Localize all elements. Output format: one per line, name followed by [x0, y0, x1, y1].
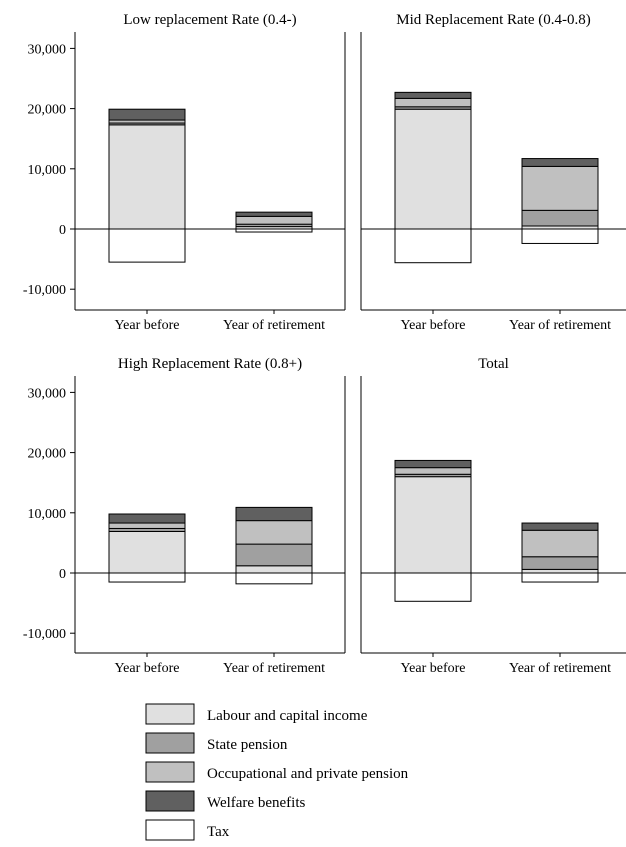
legend-label: Tax: [207, 824, 230, 840]
bar-segment-welfare: [235, 506, 313, 522]
legend-swatch: [145, 703, 195, 725]
y-tick-label: 0: [59, 223, 66, 238]
y-tick-label: 30,000: [28, 386, 67, 401]
legend-item: Welfare benefits: [145, 790, 305, 812]
bar-segment-labour: [394, 476, 472, 574]
bar-segment-state: [521, 209, 599, 227]
stacked-bar: [108, 513, 186, 583]
chart-panel: Total Year before Year of retirement: [360, 356, 626, 676]
x-category-label: Year before: [114, 661, 179, 676]
bar-segment-tax: [108, 572, 186, 583]
chart-panel: High Replacement Rate (0.8+) 30,000 20,000…: [23, 356, 346, 676]
bar-segment-welfare: [394, 91, 472, 99]
stacked-bar: [394, 91, 472, 264]
y-tick-label: 30,000: [28, 42, 67, 57]
bar-segment-occ: [108, 522, 186, 529]
y-tick-label: 10,000: [28, 507, 67, 522]
chart-panels: Low replacement Rate (0.4-) 30,000 20,000 1…: [23, 12, 626, 676]
bar-segment-occ: [235, 520, 313, 545]
bar-segment-tax: [521, 228, 599, 244]
panel-title: High Replacement Rate (0.8+): [118, 356, 302, 372]
bar-segment-welfare: [108, 108, 186, 121]
bar-segment-occ: [521, 529, 599, 558]
bar-segment-tax: [394, 228, 472, 264]
legend-item: State pension: [145, 732, 288, 754]
legend-item: Tax: [145, 819, 230, 841]
legend-label: Labour and capital income: [207, 708, 368, 724]
bar-segment-labour: [108, 124, 186, 230]
x-category-label: Year of retirement: [223, 318, 325, 333]
x-category-label: Year before: [114, 318, 179, 333]
bar-segment-occ: [235, 215, 313, 225]
bar-segment-welfare: [108, 513, 186, 524]
chart-panel: Low replacement Rate (0.4-) 30,000 20,000 1…: [23, 12, 346, 333]
x-category-label: Year of retirement: [509, 661, 611, 676]
legend-swatch: [145, 732, 195, 754]
bar-segment-tax: [521, 572, 599, 583]
legend-item: Occupational and private pension: [145, 761, 409, 783]
bar-segment-tax: [235, 572, 313, 585]
bar-segment-state: [235, 543, 313, 567]
stacked-bar: [394, 459, 472, 602]
x-category-label: Year before: [400, 318, 465, 333]
x-category-label: Year of retirement: [509, 318, 611, 333]
panel-title: Total: [478, 356, 509, 372]
panel-title: Mid Replacement Rate (0.4-0.8): [396, 12, 591, 28]
chart-legend: Labour and capital income State pension Oc…: [145, 703, 409, 841]
legend-label: Occupational and private pension: [207, 766, 409, 782]
y-tick-label: 20,000: [28, 103, 67, 118]
bar-segment-welfare: [394, 459, 472, 469]
y-tick-label: -10,000: [23, 283, 66, 298]
bar-segment-welfare: [521, 158, 599, 167]
panel-title: Low replacement Rate (0.4-): [123, 12, 296, 28]
y-tick-label: -10,000: [23, 627, 66, 642]
bar-segment-labour: [521, 568, 599, 574]
stacked-bar: [521, 158, 599, 244]
bar-segment-occ: [521, 165, 599, 211]
bar-segment-occ: [394, 97, 472, 108]
y-tick-label: 0: [59, 567, 66, 582]
bar-segment-state: [521, 556, 599, 570]
legend-item: Labour and capital income: [145, 703, 368, 725]
x-category-label: Year before: [400, 661, 465, 676]
bar-segment-welfare: [235, 211, 313, 217]
bar-segment-labour: [394, 108, 472, 230]
y-tick-label: 10,000: [28, 163, 67, 178]
x-category-label: Year of retirement: [223, 661, 325, 676]
legend-label: Welfare benefits: [207, 795, 305, 811]
legend-swatch: [145, 761, 195, 783]
stacked-bar: [235, 506, 313, 585]
stacked-bar: [108, 108, 186, 263]
bar-segment-tax: [394, 572, 472, 602]
chart-panel: Mid Replacement Rate (0.4-0.8) Year befor…: [360, 12, 626, 333]
y-tick-label: 20,000: [28, 447, 67, 462]
legend-swatch: [145, 819, 195, 841]
bar-segment-labour: [235, 565, 313, 574]
bar-segment-labour: [108, 530, 186, 574]
bar-segment-tax: [108, 228, 186, 263]
legend-swatch: [145, 790, 195, 812]
bar-segment-welfare: [521, 522, 599, 531]
legend-label: State pension: [207, 737, 288, 753]
bar-segment-occ: [394, 467, 472, 475]
